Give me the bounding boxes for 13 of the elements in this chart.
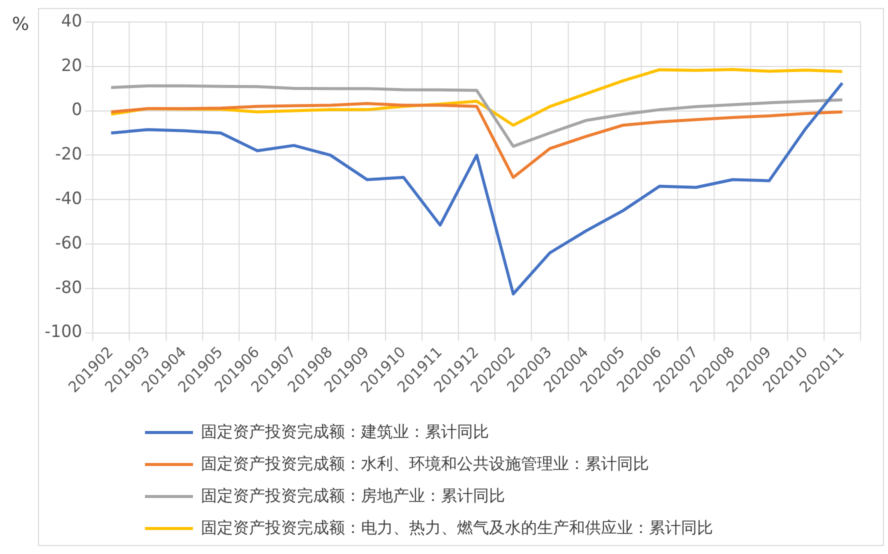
legend-label: 固定资产投资完成额：房地产业：累计同比 xyxy=(201,486,505,506)
y-tick-label: -20 xyxy=(55,143,82,164)
legend-label: 固定资产投资完成额：水利、环境和公共设施管理业：累计同比 xyxy=(201,454,649,474)
y-tick-label: 20 xyxy=(61,54,82,75)
y-tick-label: -60 xyxy=(55,232,82,252)
y-tick-label: -80 xyxy=(55,276,82,297)
y-tick-label: -100 xyxy=(44,320,82,342)
y-axis-title: % xyxy=(12,14,30,35)
legend-label: 固定资产投资完成额：电力、热力、燃气及水的生产和供应业：累计同比 xyxy=(201,518,713,538)
y-tick-label: -40 xyxy=(55,188,82,208)
y-tick-label: 40 xyxy=(61,10,82,30)
legend-label: 固定资产投资完成额：建筑业：累计同比 xyxy=(201,422,489,442)
y-tick-label: 0 xyxy=(72,98,82,120)
